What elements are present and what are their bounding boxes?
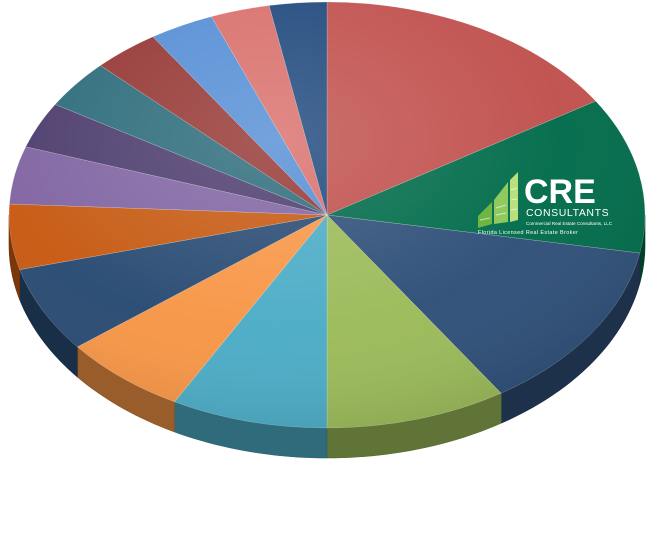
- logo-subtitle: CONSULTANTS: [526, 207, 609, 219]
- logo-line-2: Florida Licensed Real Estate Broker: [478, 230, 578, 236]
- logo-line-1: Commercial Real Estate Consultants, LLC: [526, 221, 613, 226]
- company-logo: CRE CONSULTANTS Commercial Real Estate C…: [478, 172, 613, 236]
- building-mark-icon: [478, 172, 518, 228]
- logo-title: CRE: [524, 173, 596, 211]
